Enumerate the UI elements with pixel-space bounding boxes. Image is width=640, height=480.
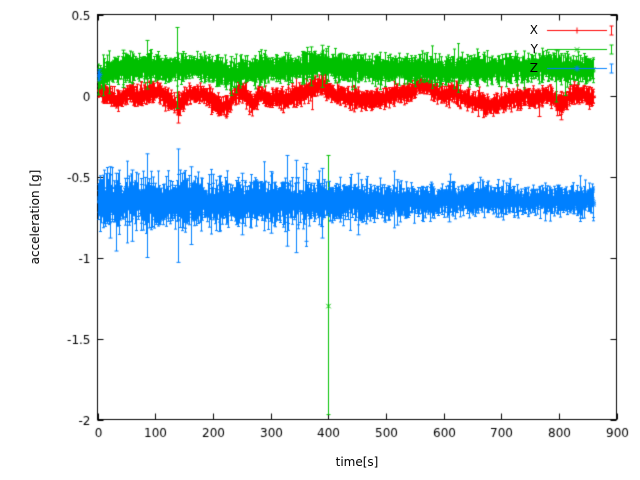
legend-label-z: Z xyxy=(529,61,538,75)
x-axis-label: time[s] xyxy=(335,455,379,469)
legend-label-x: X xyxy=(529,23,538,37)
legend-label-y: Y xyxy=(530,42,538,56)
y-axis-label: acceleration [g] xyxy=(28,169,42,265)
